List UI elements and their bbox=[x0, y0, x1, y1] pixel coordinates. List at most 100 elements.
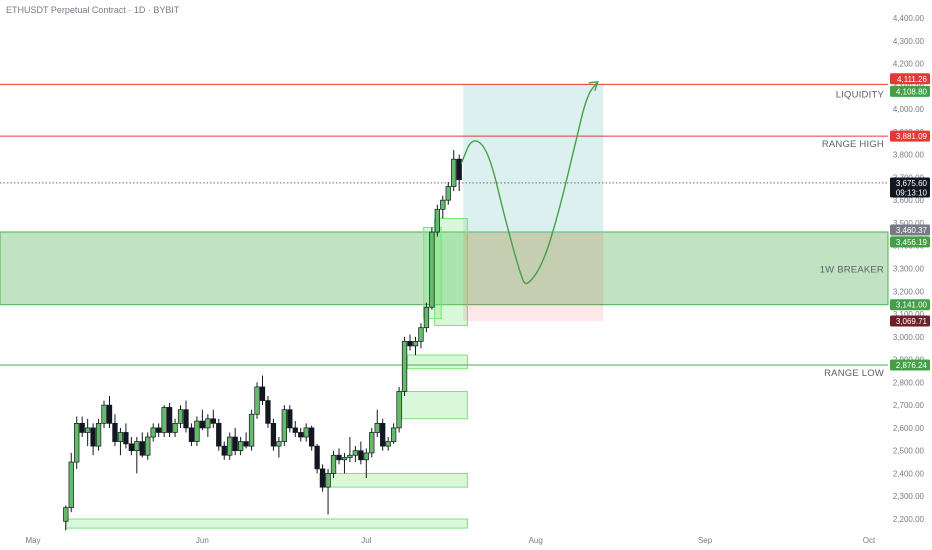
candle-body bbox=[341, 457, 348, 461]
y-tick-label: 3,600.00 bbox=[893, 196, 925, 205]
zone-box bbox=[65, 518, 468, 529]
candle-body bbox=[259, 386, 266, 401]
x-tick-label: Jul bbox=[361, 536, 371, 545]
candle-body bbox=[314, 445, 320, 470]
candle-body bbox=[139, 441, 145, 456]
zones-layer bbox=[0, 217, 889, 529]
price-tag-bg bbox=[890, 177, 930, 198]
y-tick-label: 2,800.00 bbox=[893, 378, 925, 387]
candle-body bbox=[134, 441, 140, 452]
candle-body bbox=[117, 432, 124, 442]
chart-title: ETHUSDT Perpetual Contract · 1D · BYBIT bbox=[6, 5, 180, 15]
candle-body bbox=[418, 327, 424, 342]
candle-body bbox=[237, 441, 244, 452]
price-tag-bg bbox=[890, 299, 930, 311]
price-tag-text: 3,456.19 bbox=[896, 238, 928, 247]
price-tag-text: 3,460.37 bbox=[896, 226, 928, 235]
price-tag-text: 3,675.60 bbox=[896, 179, 928, 188]
position-layer bbox=[463, 84, 604, 321]
projection-arrowhead bbox=[588, 80, 599, 91]
candle-body bbox=[227, 436, 233, 456]
y-tick-label: 2,400.00 bbox=[893, 469, 925, 478]
candle-body bbox=[396, 391, 402, 429]
candle-body bbox=[412, 341, 419, 347]
level-label: RANGE LOW bbox=[824, 368, 884, 379]
zone-box bbox=[434, 217, 468, 326]
y-tick-label: 2,200.00 bbox=[893, 515, 925, 524]
price-tag-countdown: 09:13:10 bbox=[896, 188, 928, 197]
zone-box bbox=[319, 472, 468, 488]
candle-body bbox=[309, 427, 315, 447]
candle-body bbox=[166, 407, 173, 433]
price-tag-bg bbox=[890, 130, 930, 142]
candle-body bbox=[156, 427, 162, 433]
candle-body bbox=[380, 423, 386, 447]
y-tick-label: 4,200.00 bbox=[893, 60, 925, 69]
price-tag-text: 3,141.00 bbox=[896, 301, 928, 310]
price-tag-bg bbox=[890, 73, 930, 85]
projection-layer bbox=[460, 80, 599, 285]
candle-body bbox=[276, 441, 282, 447]
price-tag: 3,456.19 bbox=[890, 236, 930, 248]
candle-body bbox=[194, 420, 200, 442]
candle-body bbox=[74, 423, 80, 463]
candle-body bbox=[188, 427, 195, 442]
candle-body bbox=[232, 436, 238, 452]
x-tick-label: Oct bbox=[863, 536, 876, 545]
candle-body bbox=[112, 423, 118, 442]
y-tick-label: 2,700.00 bbox=[893, 401, 925, 410]
candles-layer bbox=[63, 150, 462, 531]
level-label: LIQUIDITY bbox=[836, 89, 885, 100]
price-tag: 3,141.00 bbox=[890, 299, 930, 311]
candle-body bbox=[254, 386, 260, 415]
candle-body bbox=[369, 432, 375, 454]
y-tick-label: 3,800.00 bbox=[893, 151, 925, 160]
zone-box bbox=[406, 354, 468, 370]
levels-layer: LIQUIDITY RANGE HIGH RANGE LOW 1W BREAKER bbox=[0, 83, 888, 379]
candle-body bbox=[199, 420, 206, 429]
candle-body bbox=[68, 461, 74, 508]
target-box bbox=[463, 84, 604, 233]
price-tag: 2,876.24 bbox=[890, 359, 930, 371]
candle-body bbox=[347, 454, 353, 458]
candle-body bbox=[390, 427, 397, 442]
candle-body bbox=[445, 186, 451, 201]
price-tag-text: 3,881.09 bbox=[896, 132, 928, 141]
price-tag-text: 4,111.26 bbox=[897, 75, 928, 84]
zone-box bbox=[0, 231, 889, 306]
price-tag: 3,069.71 bbox=[890, 315, 930, 327]
candle-body bbox=[79, 423, 85, 433]
price-tag: 3,460.37 bbox=[890, 224, 930, 236]
candle-body bbox=[183, 409, 189, 429]
candle-body bbox=[128, 443, 135, 452]
price-tag-bg bbox=[890, 85, 930, 97]
candle-body bbox=[123, 432, 129, 445]
zone-label: 1W BREAKER bbox=[820, 264, 884, 275]
y-tick-label: 3,500.00 bbox=[893, 219, 925, 228]
price-tags-layer: 4,111.26 4,108.80 3,881.09 3,675.6009:13:10… bbox=[890, 73, 930, 371]
candle-body bbox=[63, 507, 69, 522]
candle-body bbox=[407, 341, 413, 347]
candle-body bbox=[298, 432, 304, 438]
candle-body bbox=[95, 423, 102, 447]
candle-body bbox=[145, 436, 151, 456]
candle-body bbox=[150, 427, 156, 438]
candle-body bbox=[243, 441, 249, 447]
y-tick-label: 4,300.00 bbox=[893, 37, 925, 46]
price-tag: 3,881.09 bbox=[890, 130, 930, 142]
candle-body bbox=[106, 404, 113, 424]
price-tag-bg bbox=[890, 315, 930, 327]
zone-box bbox=[401, 390, 468, 420]
candle-body bbox=[374, 423, 380, 433]
candle-body bbox=[319, 468, 326, 488]
price-tag-bg bbox=[890, 236, 930, 248]
candle-body bbox=[177, 409, 184, 424]
price-tag-text: 3,069.71 bbox=[896, 317, 928, 326]
candle-body bbox=[385, 441, 391, 447]
candle-body bbox=[363, 452, 369, 461]
candle-body bbox=[303, 427, 309, 438]
candle-body bbox=[205, 418, 211, 429]
price-tag: 4,108.80 bbox=[890, 85, 930, 97]
candle-body bbox=[330, 454, 337, 474]
